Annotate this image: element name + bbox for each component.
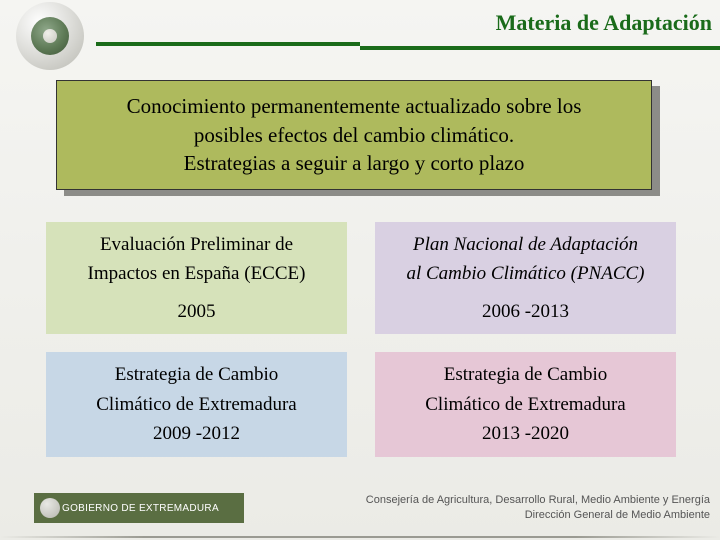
cell-bottom-right: Estrategia de Cambio Climático de Extrem… [375,352,676,456]
footer-badge-icon [40,498,60,518]
logo-core [43,29,57,43]
row-1: Evaluación Preliminar de Impactos en Esp… [46,222,676,334]
footer-right-line-2: Dirección General de Medio Ambiente [366,508,710,523]
cell-top-left: Evaluación Preliminar de Impactos en Esp… [46,222,347,334]
footer-left-badge: GOBIERNO DE EXTREMADURA [34,493,244,523]
cell-line: Estrategia de Cambio [115,360,279,389]
footer-right-text: Consejería de Agricultura, Desarrollo Ru… [366,493,720,523]
cell-year: 2006 -2013 [482,297,569,326]
cell-line: Plan Nacional de Adaptación [413,230,638,259]
rule-top [96,42,360,46]
footer: GOBIERNO DE EXTREMADURA Consejería de Ag… [34,486,720,530]
cell-top-right: Plan Nacional de Adaptación al Cambio Cl… [375,222,676,334]
intro-line-1: Conocimiento permanentemente actualizado… [77,92,631,120]
cell-line: Climático de Extremadura [425,390,625,419]
intro-line-2: posibles efectos del cambio climático. [77,121,631,149]
logo-outer [16,2,84,70]
cell-line: al Cambio Climático (PNACC) [406,259,644,288]
intro-line-3: Estrategias a seguir a largo y corto pla… [77,149,631,177]
intro-box: Conocimiento permanentemente actualizado… [56,80,652,190]
footer-underline [0,536,720,538]
header: Materia de Adaptación [0,0,720,72]
logo-inner [31,17,69,55]
cell-year: 2009 -2012 [153,419,240,448]
row-2: Estrategia de Cambio Climático de Extrem… [46,352,676,456]
content-grid: Evaluación Preliminar de Impactos en Esp… [46,222,676,457]
cell-line: Climático de Extremadura [96,390,296,419]
rule-bottom [360,46,720,50]
cell-line: Evaluación Preliminar de [100,230,293,259]
page-title: Materia de Adaptación [496,10,712,36]
cell-line: Estrategia de Cambio [444,360,608,389]
footer-left-label: GOBIERNO DE EXTREMADURA [62,503,219,514]
cell-bottom-left: Estrategia de Cambio Climático de Extrem… [46,352,347,456]
cell-line: Impactos en España (ECCE) [88,259,306,288]
cell-year: 2013 -2020 [482,419,569,448]
footer-right-line-1: Consejería de Agricultura, Desarrollo Ru… [366,493,710,508]
cell-year: 2005 [178,297,216,326]
